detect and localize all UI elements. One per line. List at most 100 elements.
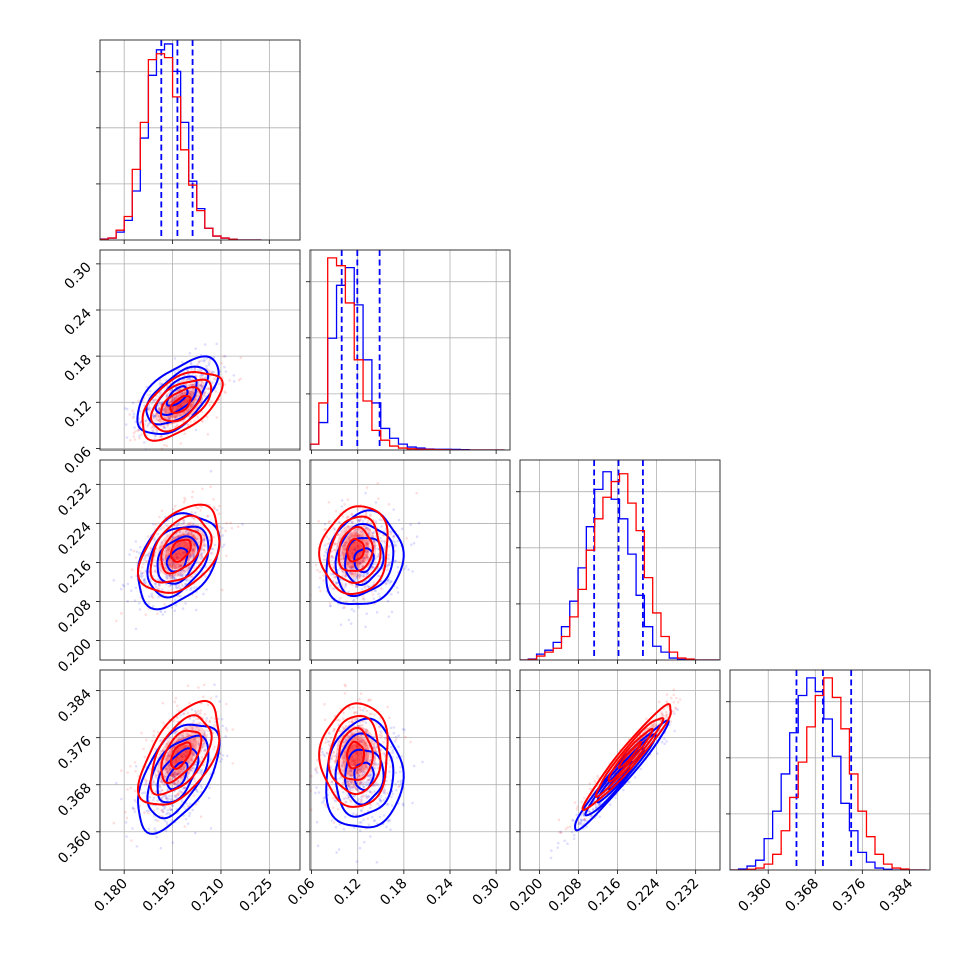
scatter-point xyxy=(336,744,340,747)
scatter-point xyxy=(392,539,395,543)
scatter-point xyxy=(142,747,145,751)
scatter-point xyxy=(155,547,158,551)
scatter-point xyxy=(145,559,149,563)
scatter-point xyxy=(356,776,360,779)
scatter-point xyxy=(193,368,197,371)
scatter-point xyxy=(132,412,136,416)
scatter-point xyxy=(168,735,172,739)
scatter-point xyxy=(184,398,187,402)
scatter-point xyxy=(361,533,365,537)
scatter-point xyxy=(358,801,362,804)
scatter-point xyxy=(171,573,175,577)
scatter-point xyxy=(159,545,162,549)
scatter-point xyxy=(358,562,362,565)
y-tick-label: 0.30 xyxy=(61,259,94,292)
scatter-point xyxy=(325,535,329,539)
scatter-point xyxy=(357,797,360,801)
scatter-point xyxy=(397,518,401,522)
scatter-point xyxy=(354,760,358,763)
scatter-point xyxy=(358,774,362,778)
scatter-point xyxy=(163,767,167,771)
scatter-point xyxy=(355,860,359,863)
scatter-point xyxy=(175,759,178,763)
scatter-point xyxy=(174,761,178,764)
scatter-point xyxy=(203,732,207,736)
scatter-point xyxy=(333,768,336,771)
scatter-point xyxy=(147,811,150,815)
scatter-point xyxy=(355,745,359,749)
scatter-point xyxy=(355,717,359,721)
scatter-point xyxy=(196,415,200,419)
scatter-point xyxy=(340,782,344,785)
scatter-point xyxy=(395,559,398,563)
scatter-point xyxy=(633,776,637,779)
scatter-point xyxy=(353,794,356,798)
scatter-point xyxy=(349,566,353,569)
scatter-point xyxy=(124,810,127,814)
scatter-point xyxy=(191,548,195,551)
scatter-point xyxy=(403,567,407,571)
scatter-point xyxy=(378,815,382,819)
scatter-point xyxy=(195,570,199,573)
scatter-point xyxy=(348,706,351,710)
scatter-point xyxy=(340,557,344,561)
scatter-point xyxy=(152,414,155,418)
scatter-point xyxy=(165,796,168,800)
scatter-point xyxy=(179,523,183,527)
scatter-point xyxy=(175,543,178,547)
scatter-point xyxy=(315,758,319,762)
scatter-point xyxy=(163,602,166,606)
scatter-point xyxy=(185,750,189,754)
scatter-point xyxy=(189,392,193,396)
scatter-point xyxy=(94,434,97,437)
scatter-point xyxy=(183,498,187,502)
scatter-point xyxy=(153,426,156,429)
scatter-point xyxy=(144,783,147,787)
scatter-point xyxy=(395,586,399,590)
scatter-point xyxy=(365,728,369,732)
scatter-point xyxy=(161,788,164,792)
scatter-point xyxy=(663,742,666,746)
scatter-point xyxy=(302,751,305,754)
scatter-point xyxy=(315,820,319,824)
scatter-point xyxy=(154,585,158,589)
scatter-point xyxy=(147,809,150,812)
scatter-point xyxy=(374,521,378,525)
scatter-point xyxy=(140,572,143,575)
scatter-point xyxy=(377,497,380,500)
scatter-point xyxy=(183,432,187,435)
scatter-point xyxy=(174,564,178,567)
scatter-point xyxy=(166,524,169,527)
scatter-point xyxy=(188,555,192,559)
scatter-point xyxy=(332,727,336,731)
scatter-point xyxy=(172,745,176,749)
scatter-point xyxy=(190,531,194,534)
scatter-point xyxy=(579,822,583,826)
scatter-point xyxy=(361,724,364,727)
scatter-point xyxy=(179,404,182,407)
scatter-point xyxy=(146,535,150,538)
scatter-point xyxy=(174,782,177,786)
scatter-point xyxy=(374,520,378,523)
scatter-point xyxy=(186,733,190,737)
scatter-point xyxy=(357,774,360,778)
scatter-point xyxy=(572,833,576,837)
scatter-point xyxy=(332,821,336,824)
scatter-point xyxy=(177,756,180,759)
scatter-point xyxy=(166,415,170,419)
scatter-point xyxy=(353,533,357,537)
scatter-point xyxy=(193,543,196,546)
scatter-point xyxy=(203,390,207,394)
scatter-point xyxy=(364,513,368,517)
scatter-point xyxy=(397,785,400,789)
scatter-point xyxy=(172,772,175,776)
scatter-point xyxy=(208,760,211,763)
scatter-point xyxy=(175,555,179,559)
axis-frame xyxy=(309,459,511,661)
scatter-point xyxy=(349,732,353,735)
scatter-point xyxy=(167,737,171,741)
contour-series-1-level-0 xyxy=(169,741,192,770)
scatter-point xyxy=(174,732,177,735)
scatter-point xyxy=(362,818,365,822)
scatter-point xyxy=(394,738,398,741)
